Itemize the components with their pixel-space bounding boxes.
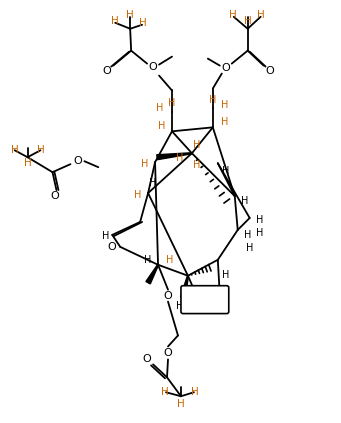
Text: O: O xyxy=(102,66,110,76)
Text: H: H xyxy=(102,231,109,241)
Text: H: H xyxy=(246,243,253,253)
Text: H: H xyxy=(144,255,152,265)
Text: H: H xyxy=(229,10,237,20)
Text: O: O xyxy=(108,242,117,252)
Text: H: H xyxy=(166,255,174,265)
Text: O: O xyxy=(73,156,82,166)
Text: H: H xyxy=(126,10,134,20)
Text: H: H xyxy=(36,145,44,155)
Text: H: H xyxy=(24,158,31,168)
Text: H: H xyxy=(241,196,248,206)
Text: H: H xyxy=(244,230,251,240)
Text: H: H xyxy=(191,387,199,397)
Text: H: H xyxy=(193,140,201,150)
Text: H: H xyxy=(149,178,157,188)
Text: H: H xyxy=(257,10,265,20)
Text: H: H xyxy=(221,117,228,127)
Polygon shape xyxy=(180,276,189,298)
Text: H: H xyxy=(256,215,263,225)
Text: O: O xyxy=(143,354,151,364)
Text: s: s xyxy=(216,300,220,309)
FancyBboxPatch shape xyxy=(181,286,229,313)
Text: H: H xyxy=(176,301,184,310)
Text: H: H xyxy=(161,387,169,397)
Text: H: H xyxy=(244,16,252,26)
Text: H: H xyxy=(209,96,217,105)
Polygon shape xyxy=(157,153,192,160)
Text: H: H xyxy=(157,103,164,113)
Text: O: O xyxy=(164,291,173,301)
Text: H: H xyxy=(158,121,166,132)
Text: H: H xyxy=(221,100,228,110)
Text: H: H xyxy=(176,153,184,163)
Text: O: O xyxy=(164,349,173,358)
Text: H: H xyxy=(177,399,185,409)
Polygon shape xyxy=(146,264,159,284)
Text: O: O xyxy=(221,63,230,73)
Text: O: O xyxy=(50,191,59,201)
Text: H: H xyxy=(222,166,229,176)
Text: H: H xyxy=(256,228,263,238)
Text: H: H xyxy=(168,99,176,108)
Text: H: H xyxy=(193,160,201,170)
Text: H: H xyxy=(139,18,147,28)
Text: H: H xyxy=(134,190,142,200)
Text: H: H xyxy=(11,145,18,155)
Text: O: O xyxy=(149,62,158,71)
Text: H: H xyxy=(112,16,119,26)
Text: H: H xyxy=(222,270,229,280)
Text: A: A xyxy=(194,293,200,302)
Text: O: O xyxy=(265,66,274,76)
Text: b: b xyxy=(207,293,213,302)
Text: H: H xyxy=(142,159,149,169)
